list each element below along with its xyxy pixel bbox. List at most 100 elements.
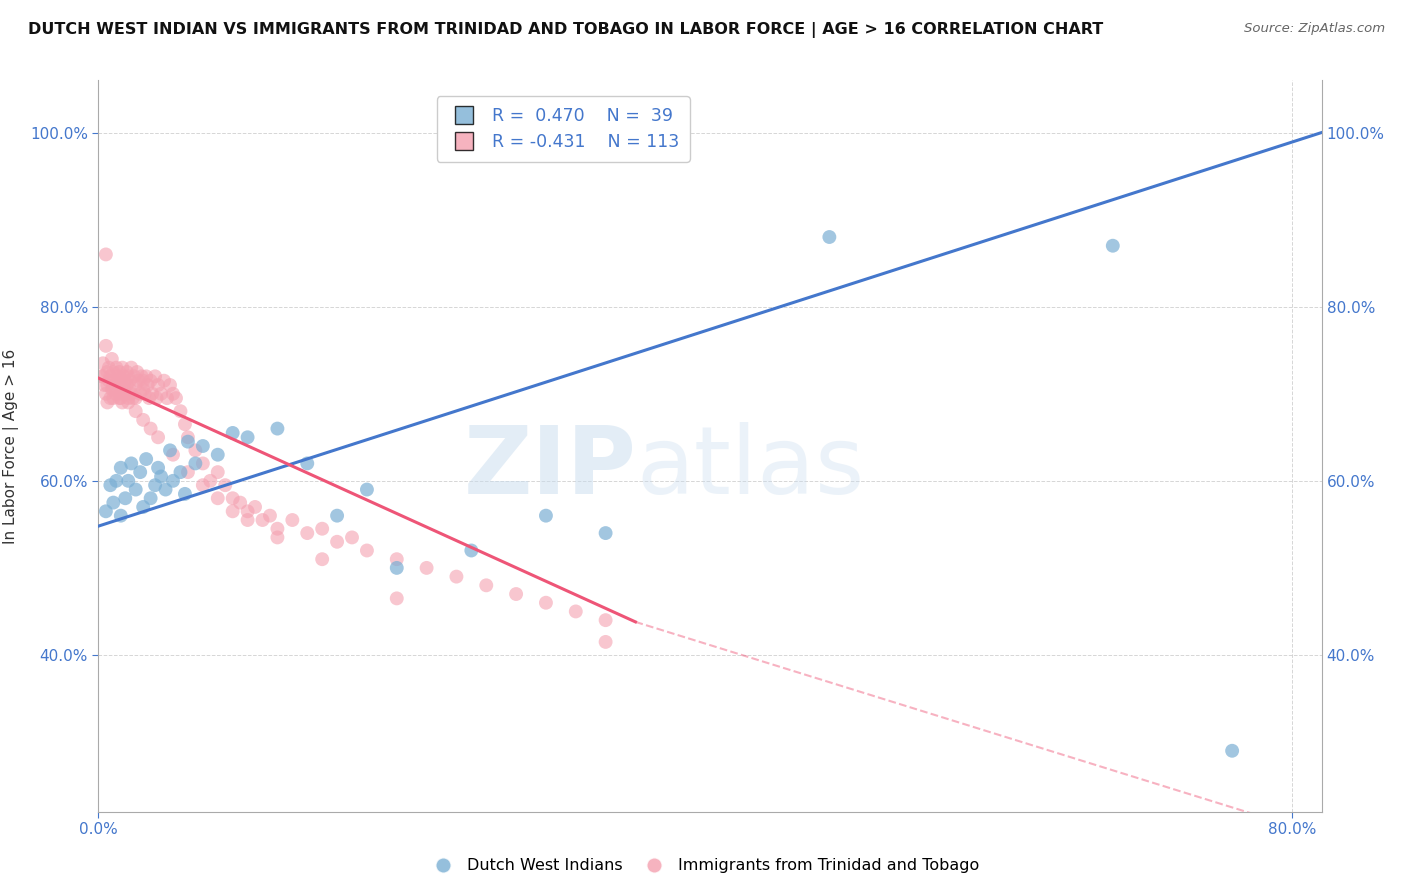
Point [115, 365, 138, 379]
Point [595, 526, 617, 541]
Point [165, 391, 187, 405]
Point [214, 478, 236, 492]
Point [146, 430, 169, 444]
Point [818, 230, 841, 244]
Text: ZIP: ZIP [464, 422, 637, 514]
Point [505, 587, 527, 601]
Point [103, 365, 125, 379]
Point [91, 356, 114, 370]
Point [159, 443, 181, 458]
Point [326, 508, 349, 523]
Point [139, 374, 162, 388]
Point [340, 530, 363, 544]
Point [96, 365, 118, 379]
Point [155, 483, 177, 497]
Point [221, 504, 243, 518]
Point [207, 491, 229, 506]
Point [110, 391, 132, 405]
Point [174, 417, 197, 432]
Point [131, 369, 153, 384]
Point [159, 378, 181, 392]
Point [356, 483, 378, 497]
Point [120, 360, 142, 375]
Point [162, 474, 184, 488]
Point [162, 448, 184, 462]
Point [252, 513, 274, 527]
Point [243, 500, 266, 514]
Point [94, 247, 117, 261]
Point [101, 351, 124, 366]
Point [108, 365, 131, 379]
Legend: R =  0.470    N =  39, R = -0.431    N = 113: R = 0.470 N = 39, R = -0.431 N = 113 [437, 96, 690, 161]
Point [132, 500, 155, 514]
Point [146, 460, 169, 475]
Point [132, 413, 155, 427]
Point [150, 386, 173, 401]
Point [184, 443, 207, 458]
Point [132, 383, 155, 397]
Point [236, 504, 259, 518]
Point [110, 508, 132, 523]
Point [105, 386, 128, 401]
Point [129, 465, 152, 479]
Point [98, 391, 121, 405]
Point [103, 391, 125, 405]
Point [266, 421, 288, 435]
Point [169, 404, 191, 418]
Point [134, 386, 156, 401]
Point [118, 374, 141, 388]
Text: DUTCH WEST INDIAN VS IMMIGRANTS FROM TRINIDAD AND TOBAGO IN LABOR FORCE | AGE > : DUTCH WEST INDIAN VS IMMIGRANTS FROM TRI… [28, 22, 1104, 38]
Point [1220, 744, 1243, 758]
Point [135, 369, 157, 384]
Point [111, 360, 134, 375]
Point [93, 378, 115, 392]
Point [114, 374, 136, 388]
Point [356, 543, 378, 558]
Point [107, 369, 129, 384]
Point [118, 383, 141, 397]
Point [125, 378, 148, 392]
Point [266, 522, 288, 536]
Point [229, 495, 252, 509]
Point [139, 491, 162, 506]
Point [121, 391, 143, 405]
Point [385, 552, 408, 566]
Point [117, 474, 139, 488]
Point [236, 513, 259, 527]
Point [475, 578, 498, 592]
Point [101, 383, 124, 397]
Point [191, 457, 214, 471]
Point [91, 369, 114, 384]
Point [143, 478, 166, 492]
Point [120, 457, 142, 471]
Point [385, 561, 408, 575]
Point [125, 391, 148, 405]
Point [97, 374, 120, 388]
Point [97, 360, 120, 375]
Point [281, 513, 304, 527]
Point [117, 395, 139, 409]
Point [115, 378, 138, 392]
Point [103, 378, 125, 392]
Point [112, 369, 135, 384]
Point [162, 386, 184, 401]
Point [112, 383, 135, 397]
Point [110, 460, 132, 475]
Point [385, 591, 408, 606]
Point [129, 386, 152, 401]
Point [141, 386, 163, 401]
Point [105, 360, 128, 375]
Legend: Dutch West Indians, Immigrants from Trinidad and Tobago: Dutch West Indians, Immigrants from Trin… [420, 852, 986, 880]
Point [595, 613, 617, 627]
Point [96, 395, 118, 409]
Point [311, 552, 333, 566]
Point [90, 369, 112, 384]
Point [534, 596, 557, 610]
Point [156, 391, 179, 405]
Text: Source: ZipAtlas.com: Source: ZipAtlas.com [1244, 22, 1385, 36]
Point [565, 604, 588, 618]
Point [136, 378, 159, 392]
Point [110, 386, 132, 401]
Point [446, 569, 468, 583]
Point [177, 465, 200, 479]
